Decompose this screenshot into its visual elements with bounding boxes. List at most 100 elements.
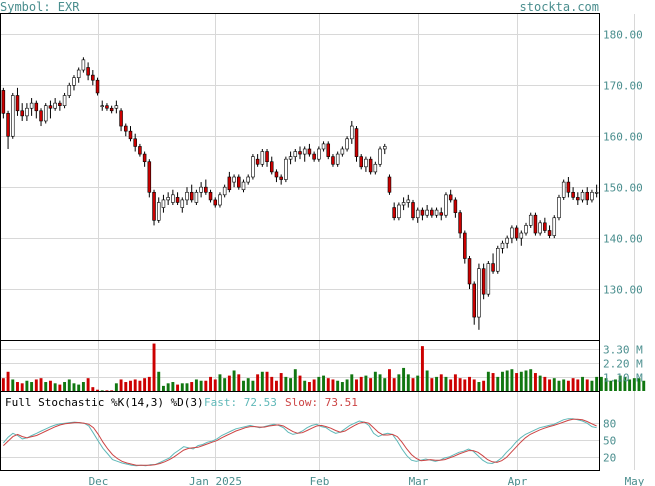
candle-body (269, 161, 274, 173)
candle-body (415, 209, 420, 219)
volume-bar (411, 378, 415, 391)
candle-body (138, 146, 142, 155)
volume-bar (110, 390, 114, 391)
candle-body (255, 158, 260, 165)
volume-bar (209, 376, 212, 391)
candle-body (491, 263, 495, 272)
volume-bar (373, 371, 377, 391)
volume-bar (204, 380, 208, 391)
candle-body (463, 232, 467, 259)
fast-label: Fast: 72.53 (204, 396, 277, 409)
volume-bar (453, 374, 457, 391)
candle-body (590, 191, 594, 201)
candle-body (39, 110, 43, 122)
volume-bar (307, 382, 311, 391)
candle-body (585, 191, 589, 201)
brand-label[interactable]: stockta.com (519, 0, 599, 14)
candle-body (161, 199, 166, 208)
candle-body (350, 125, 354, 140)
volume-bar (265, 371, 269, 391)
candle-body (25, 107, 29, 117)
candle-body (124, 125, 128, 132)
volume-bar (472, 379, 476, 391)
candle-body (180, 199, 185, 208)
volume-bars (1, 343, 646, 391)
volume-bar (331, 379, 335, 391)
candle-body (171, 194, 175, 203)
candle-body (434, 209, 439, 216)
volume-bar (576, 379, 580, 391)
x-tick-label: Dec (89, 475, 109, 486)
candle-body (514, 227, 519, 239)
stochastic-tick-label: 50 (603, 435, 616, 448)
volume-bar (119, 379, 123, 391)
volume-bar (143, 378, 147, 391)
candle-body (58, 102, 62, 106)
candle-body (213, 199, 218, 206)
candle-body (114, 105, 119, 109)
candle-body (444, 194, 448, 216)
candle-body (152, 191, 156, 221)
candle-body (510, 227, 514, 239)
candle-body (119, 110, 123, 127)
volume-bar (284, 376, 288, 391)
volume-bar (618, 375, 622, 391)
volume-bar (524, 370, 528, 391)
candle-body (76, 69, 81, 78)
candle-body (302, 148, 307, 155)
candle-body (321, 143, 326, 150)
price-tick-label: 170.00 (603, 80, 643, 93)
volume-bar (468, 376, 471, 391)
volume-bar (96, 389, 99, 391)
candle-body (524, 225, 528, 234)
candle-body (288, 156, 293, 160)
volume-bar (48, 380, 52, 391)
candle-body (189, 191, 194, 201)
candle-body (237, 176, 241, 188)
volume-bar (505, 370, 509, 391)
volume-bar (425, 370, 429, 391)
candle-body (199, 186, 203, 193)
volume-bar (491, 373, 495, 391)
volume-bar (218, 374, 222, 391)
volume-bar (326, 378, 330, 391)
candle-body (538, 222, 542, 234)
candle-body (312, 153, 316, 160)
volume-bar (529, 369, 533, 391)
candle-body (425, 209, 429, 216)
volume-bar (86, 378, 90, 391)
candle-body (392, 207, 396, 219)
volume-bar (152, 343, 156, 391)
candle-body (279, 176, 283, 180)
volume-bar (237, 374, 241, 391)
volume-bar (397, 374, 401, 391)
volume-bar (402, 367, 406, 391)
x-tick-label: Mar (409, 475, 429, 486)
candle-body (458, 212, 462, 234)
candle-body (43, 105, 48, 122)
candle-body (439, 212, 444, 216)
volume-bar (147, 376, 151, 391)
candle-body (354, 128, 359, 157)
volume-bar (519, 371, 523, 391)
volume-bar (185, 383, 189, 391)
candle-body (397, 204, 401, 219)
volume-bar (637, 378, 641, 391)
volume-bar (16, 382, 19, 391)
volume-bar (81, 382, 85, 391)
volume-bar (345, 379, 349, 391)
volume-bar (430, 378, 434, 391)
volume-bar (223, 378, 227, 391)
candle-body (142, 153, 147, 163)
volume-bar (53, 383, 57, 391)
candle-body (204, 186, 208, 193)
candle-body (175, 197, 180, 203)
volume-bar (548, 379, 552, 391)
volume-bar (562, 379, 566, 391)
volume-bar (39, 378, 43, 391)
volume-bar (632, 378, 636, 391)
volume-bar (34, 379, 38, 391)
volume-bar (604, 378, 608, 391)
candle-body (260, 151, 265, 165)
volume-bar (176, 384, 180, 391)
